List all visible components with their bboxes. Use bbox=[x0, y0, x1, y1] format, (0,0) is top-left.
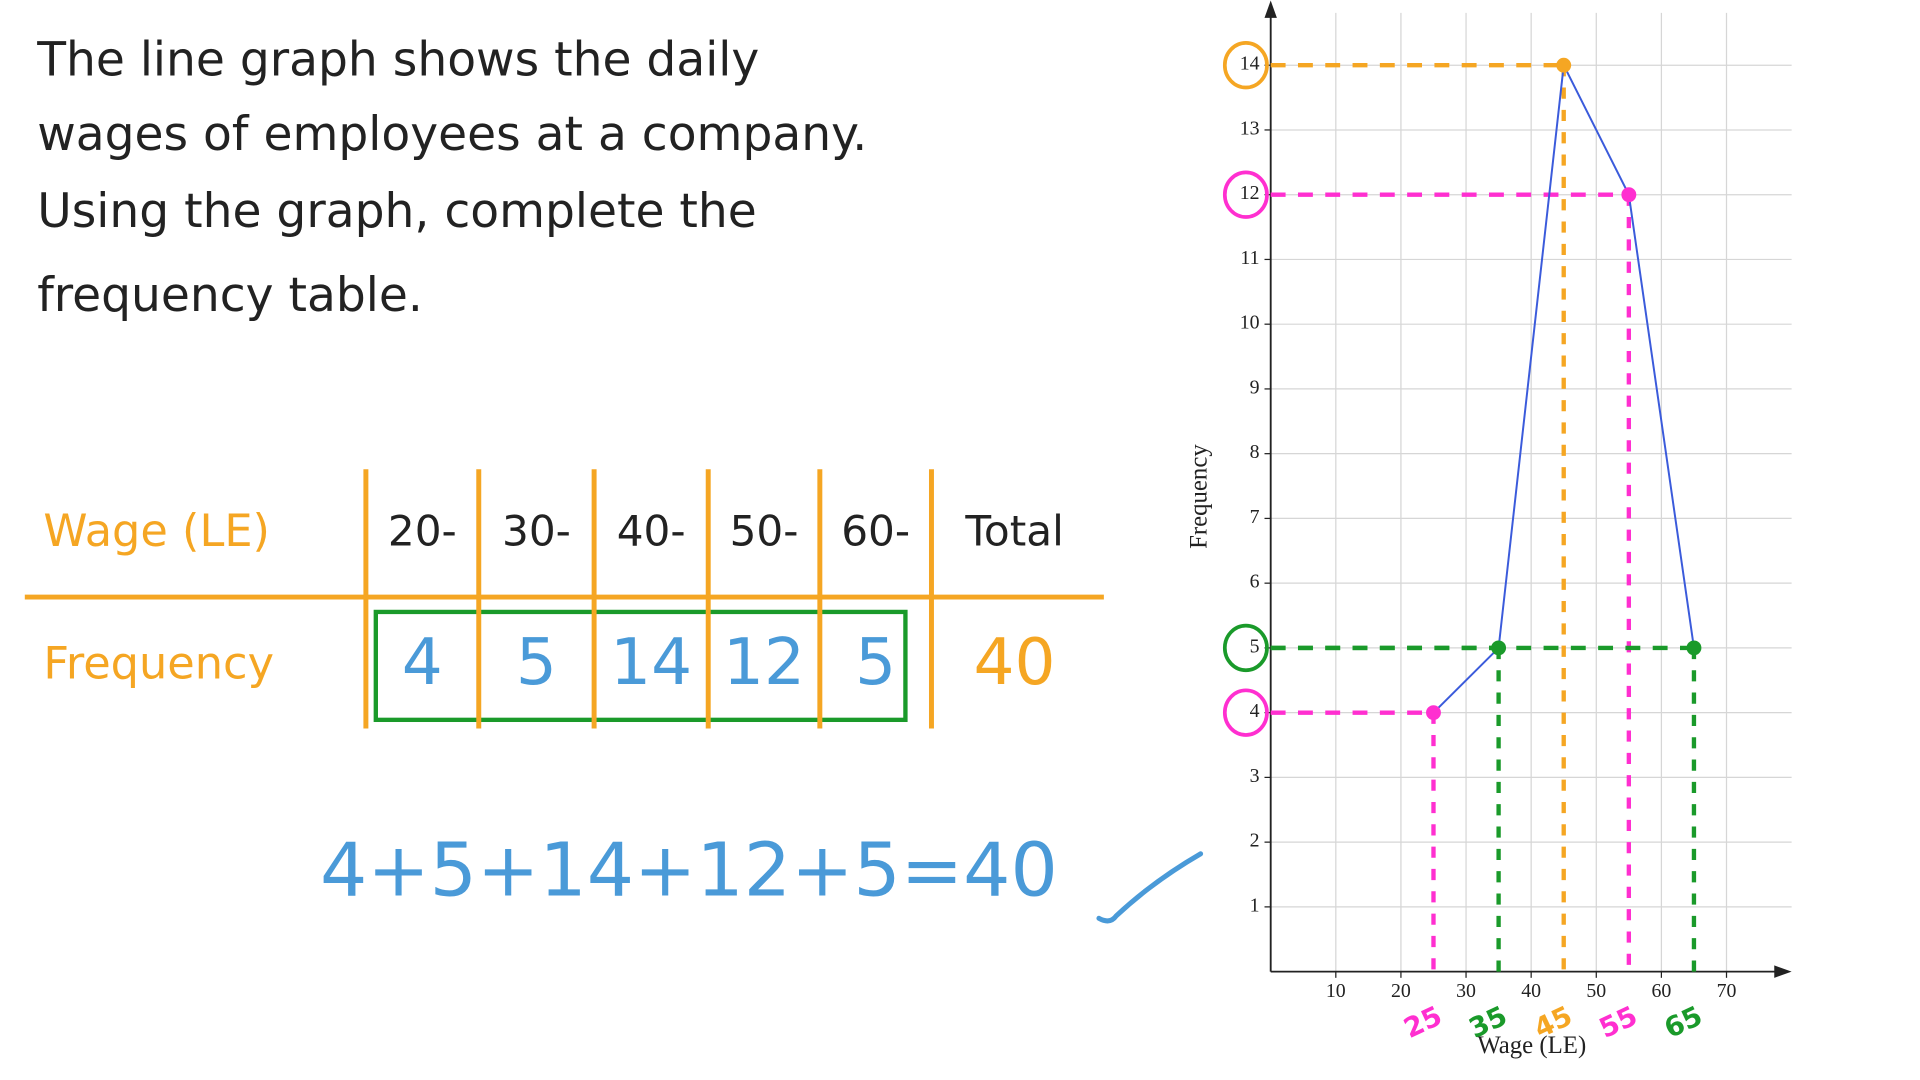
tick-highlight bbox=[1222, 623, 1269, 673]
tick-highlight bbox=[1222, 41, 1269, 90]
x-axis-arrow bbox=[1774, 965, 1792, 978]
x-tick-label: 10 bbox=[1326, 980, 1346, 1002]
header-cell: 40- bbox=[617, 506, 686, 555]
tick-highlight bbox=[1222, 170, 1269, 219]
header-label: Wage (LE) bbox=[43, 505, 270, 557]
data-point bbox=[1556, 57, 1572, 73]
table-cell: 12 bbox=[723, 625, 805, 700]
y-tick-label: 7 bbox=[1250, 506, 1260, 528]
x-tick-label: 40 bbox=[1521, 980, 1541, 1002]
tick-highlight bbox=[1222, 688, 1269, 737]
problem-text: The line graph shows the daily wages of … bbox=[36, 32, 867, 323]
data-point bbox=[1491, 640, 1507, 656]
y-tick-label: 2 bbox=[1250, 830, 1260, 852]
table-cell: 5 bbox=[855, 625, 896, 700]
equation: 4+5+14+12+5=40 bbox=[320, 826, 1058, 913]
y-tick-label: 5 bbox=[1250, 635, 1260, 657]
y-tick-label: 3 bbox=[1250, 765, 1260, 787]
x-value-note: 55 bbox=[1595, 1001, 1642, 1045]
x-value-note: 25 bbox=[1399, 1001, 1446, 1045]
y-tick-label: 13 bbox=[1240, 118, 1260, 140]
x-tick-label: 20 bbox=[1391, 980, 1411, 1002]
problem-line: frequency table. bbox=[37, 268, 423, 323]
header-cell: 30- bbox=[502, 506, 571, 555]
y-tick-label: 6 bbox=[1250, 571, 1260, 593]
data-point bbox=[1426, 705, 1441, 721]
y-tick-label: 11 bbox=[1240, 247, 1259, 269]
y-axis-title: Frequency bbox=[1185, 444, 1212, 549]
y-tick-label: 12 bbox=[1240, 182, 1260, 204]
y-tick-label: 1 bbox=[1250, 894, 1260, 916]
table-cell: 40 bbox=[974, 625, 1056, 700]
problem-line: The line graph shows the daily bbox=[36, 32, 759, 87]
header-cell: Total bbox=[964, 506, 1063, 555]
x-tick-label: 70 bbox=[1717, 980, 1737, 1002]
x-tick-label: 50 bbox=[1586, 980, 1606, 1002]
table-cell: 4 bbox=[402, 625, 443, 700]
y-tick-label: 9 bbox=[1250, 376, 1260, 398]
data-point bbox=[1686, 640, 1702, 656]
x-tick-label: 60 bbox=[1651, 980, 1671, 1002]
table-cell: 14 bbox=[610, 625, 692, 700]
problem-line: Using the graph, complete the bbox=[37, 184, 757, 239]
y-tick-label: 4 bbox=[1250, 700, 1260, 722]
answer-box bbox=[373, 609, 908, 723]
header-cell: 60- bbox=[841, 506, 910, 555]
y-tick-label: 8 bbox=[1250, 441, 1260, 463]
check-mark bbox=[1096, 851, 1204, 924]
table-cell: 5 bbox=[516, 625, 557, 700]
x-tick-label: 30 bbox=[1456, 980, 1476, 1002]
y-tick-label: 14 bbox=[1240, 53, 1260, 75]
problem-line: wages of employees at a company. bbox=[37, 107, 867, 162]
data-point bbox=[1621, 187, 1637, 203]
y-axis-arrow bbox=[1264, 0, 1277, 18]
row-label: Frequency bbox=[43, 638, 274, 690]
x-axis-title: Wage (LE) bbox=[1477, 1032, 1586, 1059]
x-value-note: 65 bbox=[1660, 1001, 1707, 1045]
header-cell: 50- bbox=[730, 506, 799, 555]
header-cell: 20- bbox=[388, 506, 457, 555]
y-tick-label: 10 bbox=[1240, 312, 1260, 334]
